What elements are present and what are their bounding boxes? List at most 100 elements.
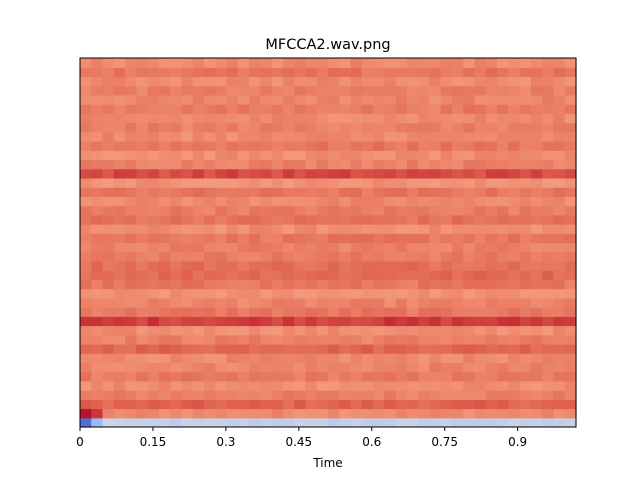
heatmap-cell	[339, 104, 352, 114]
heatmap-cell	[215, 113, 228, 124]
heatmap-cell	[136, 177, 149, 188]
heatmap-cell	[204, 371, 216, 382]
heatmap-cell	[125, 362, 137, 373]
heatmap-cell	[125, 399, 137, 410]
heatmap-cell	[113, 270, 126, 280]
heatmap-cell	[102, 390, 115, 400]
heatmap-cell	[113, 224, 126, 234]
heatmap-cell	[102, 270, 115, 280]
heatmap-cell	[361, 113, 374, 124]
heatmap-cell	[249, 343, 261, 354]
heatmap-cell	[395, 297, 408, 308]
heatmap-cell	[260, 380, 273, 391]
heatmap-cell	[294, 279, 307, 290]
heatmap-cell	[463, 270, 476, 280]
heatmap-cell	[282, 168, 295, 179]
heatmap-cell	[316, 343, 329, 354]
heatmap-cell	[192, 390, 205, 400]
heatmap-cell	[350, 205, 363, 216]
heatmap-cell	[226, 242, 239, 253]
heatmap-cell	[361, 177, 374, 188]
heatmap-cell	[339, 251, 352, 262]
heatmap-cell	[271, 205, 284, 216]
heatmap-cell	[170, 343, 183, 354]
heatmap-cell	[339, 353, 352, 364]
heatmap-cell	[294, 85, 307, 96]
heatmap-cell	[406, 279, 419, 290]
heatmap-cell	[564, 150, 577, 161]
heatmap-cell	[215, 270, 228, 280]
heatmap-cell	[384, 334, 397, 345]
heatmap-cell	[181, 251, 194, 262]
heatmap-cell	[237, 362, 250, 373]
heatmap-cell	[237, 260, 250, 271]
heatmap-cell	[80, 187, 92, 197]
heatmap-cell	[294, 316, 307, 327]
heatmap-cell	[136, 224, 149, 234]
heatmap-cell	[226, 270, 239, 280]
heatmap-cell	[80, 58, 92, 68]
heatmap-cell	[384, 288, 397, 299]
heatmap-cell	[429, 242, 442, 253]
heatmap-cell	[113, 131, 126, 142]
heatmap-cell	[373, 279, 385, 290]
heatmap-cell	[136, 141, 149, 151]
heatmap-cell	[497, 85, 509, 96]
heatmap-cell	[136, 242, 149, 253]
heatmap-cell	[170, 233, 183, 244]
heatmap-cell	[542, 362, 555, 373]
heatmap-cell	[316, 399, 329, 410]
heatmap-cell	[237, 270, 250, 280]
heatmap-cell	[553, 104, 566, 114]
heatmap-cell	[339, 76, 352, 87]
heatmap-cell	[497, 214, 509, 225]
heatmap-cell	[564, 131, 577, 142]
heatmap-cell	[530, 390, 543, 400]
heatmap-cell	[237, 159, 250, 170]
heatmap-cell	[485, 343, 498, 354]
heatmap-cell	[282, 325, 295, 336]
heatmap-cell	[136, 380, 149, 391]
heatmap-cell	[181, 297, 194, 308]
heatmap-cell	[125, 159, 137, 170]
heatmap-cell	[474, 242, 487, 253]
heatmap-cell	[485, 113, 498, 124]
heatmap-cell	[508, 177, 521, 188]
heatmap-cell	[80, 141, 92, 151]
heatmap-cell	[350, 187, 363, 197]
heatmap-cell	[305, 58, 318, 68]
heatmap-cell	[294, 390, 307, 400]
heatmap-cell	[136, 288, 149, 299]
heatmap-cell	[361, 58, 374, 68]
heatmap-cell	[282, 67, 295, 78]
heatmap-cell	[305, 205, 318, 216]
heatmap-cell	[328, 399, 340, 410]
heatmap-cell	[395, 380, 408, 391]
heatmap-cell	[542, 76, 555, 87]
heatmap-cell	[542, 150, 555, 161]
heatmap-cell	[361, 122, 374, 133]
heatmap-cell	[485, 380, 498, 391]
heatmap-cell	[147, 316, 160, 327]
heatmap-cell	[125, 408, 137, 419]
heatmap-cell	[339, 270, 352, 280]
heatmap-cell	[339, 85, 352, 96]
heatmap-cell	[294, 334, 307, 345]
heatmap-cell	[316, 150, 329, 161]
heatmap-cell	[474, 353, 487, 364]
heatmap-cell	[485, 233, 498, 244]
heatmap-cell	[271, 196, 284, 207]
heatmap-cell	[474, 233, 487, 244]
heatmap-cell	[170, 390, 183, 400]
heatmap-cell	[91, 58, 104, 68]
heatmap-cell	[384, 58, 397, 68]
heatmap-cell	[181, 224, 194, 234]
heatmap-cell	[102, 76, 115, 87]
heatmap-cell	[485, 122, 498, 133]
heatmap-cell	[373, 417, 385, 428]
heatmap-cell	[328, 251, 340, 262]
heatmap-cell	[564, 187, 577, 197]
heatmap-cell	[440, 233, 453, 244]
heatmap-cell	[136, 307, 149, 317]
